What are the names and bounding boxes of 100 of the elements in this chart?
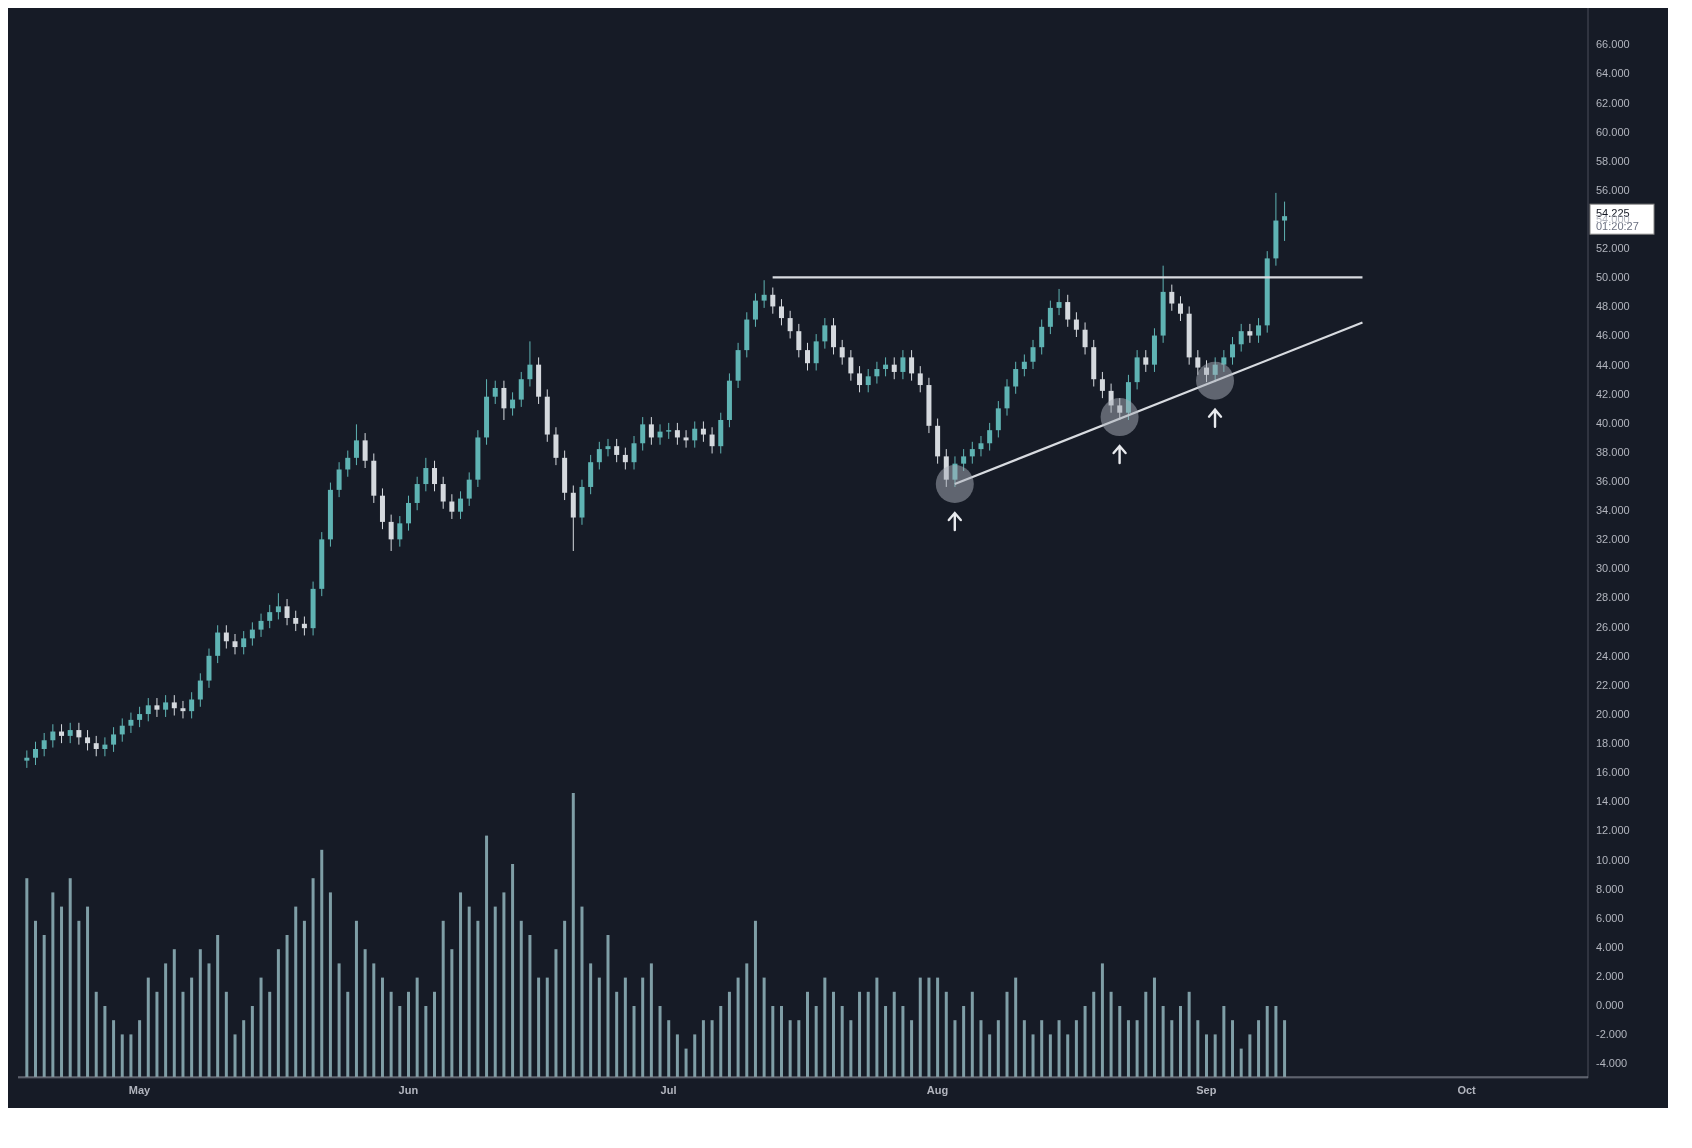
- bar: [779, 1006, 783, 1077]
- bar: [216, 935, 220, 1077]
- candlestick: [353, 423, 359, 466]
- bar: [927, 977, 931, 1077]
- bar: [433, 991, 437, 1077]
- candlestick: [874, 361, 880, 385]
- candlestick: [700, 420, 706, 443]
- candlestick: [85, 729, 91, 751]
- candlestick: [917, 365, 923, 393]
- candlestick: [440, 476, 446, 510]
- bar: [944, 991, 948, 1077]
- candlestick: [258, 613, 264, 638]
- y-tick-label: 2.000: [1596, 970, 1624, 982]
- bar: [164, 963, 168, 1077]
- y-tick-label: 60.000: [1596, 125, 1630, 138]
- bar: [875, 977, 879, 1077]
- candlestick: [553, 426, 559, 466]
- bar: [1031, 1034, 1035, 1077]
- candlestick: [909, 349, 915, 382]
- bar: [788, 1020, 792, 1077]
- bar: [762, 977, 766, 1077]
- bar: [1248, 1034, 1252, 1077]
- bar: [86, 906, 90, 1077]
- bar: [380, 977, 384, 1077]
- candlestick: [59, 723, 65, 744]
- candlestick: [50, 723, 56, 749]
- bar: [1092, 991, 1096, 1077]
- candlestick: [397, 515, 403, 548]
- bar: [1196, 1020, 1200, 1077]
- candlestick: [822, 317, 828, 350]
- candlestick: [857, 365, 863, 393]
- bar: [1040, 1020, 1044, 1077]
- bar: [1170, 1020, 1174, 1077]
- bar: [146, 977, 150, 1077]
- y-tick-label: 34.000: [1596, 504, 1630, 517]
- candlestick: [978, 435, 984, 457]
- bar: [519, 920, 523, 1077]
- bar: [94, 991, 98, 1077]
- point: [1196, 361, 1235, 400]
- candlestick: [293, 610, 299, 632]
- bar: [936, 977, 940, 1077]
- candlestick: [709, 426, 715, 454]
- bar: [858, 991, 862, 1077]
- bar: [233, 1034, 237, 1077]
- bar: [641, 977, 645, 1077]
- bar: [901, 1006, 905, 1077]
- bar: [120, 1034, 124, 1077]
- bar: [1118, 1006, 1122, 1077]
- candlestick: [848, 349, 854, 382]
- bar: [1066, 1034, 1070, 1077]
- bar: [294, 906, 298, 1077]
- bar: [1239, 1048, 1243, 1077]
- bar: [849, 1020, 853, 1077]
- candlestick: [362, 432, 368, 469]
- x-tick-label: Sep: [1196, 1083, 1217, 1096]
- bar: [459, 892, 463, 1077]
- bar: [1231, 1020, 1235, 1077]
- y-tick-label: 14.000: [1596, 795, 1630, 808]
- candlestick: [813, 333, 819, 371]
- bar: [450, 949, 454, 1077]
- bar: [1126, 1020, 1130, 1077]
- bar: [988, 1034, 992, 1077]
- bar: [979, 1020, 983, 1077]
- candlestick: [405, 495, 411, 532]
- bar: [832, 991, 836, 1077]
- candlestick: [796, 323, 802, 358]
- bar: [537, 977, 541, 1077]
- candlestick: [423, 457, 429, 492]
- candlestick: [102, 736, 108, 757]
- candlestick: [1013, 361, 1019, 395]
- bar: [1187, 991, 1191, 1077]
- candlestick: [510, 391, 516, 417]
- candlestick: [865, 368, 871, 393]
- bar: [224, 991, 228, 1077]
- bar: [667, 1020, 671, 1077]
- y-tick-label: 66.000: [1596, 38, 1630, 51]
- candlestick: [614, 438, 620, 463]
- candlestick: [145, 697, 151, 722]
- candlestick: [275, 592, 281, 620]
- bar: [693, 1034, 697, 1077]
- candlestick: [683, 429, 689, 449]
- candlestick: [761, 279, 767, 309]
- bar: [1283, 1020, 1287, 1077]
- y-tick-label: 4.000: [1596, 940, 1624, 953]
- y-tick-label: 40.000: [1596, 416, 1630, 429]
- bar: [250, 1006, 254, 1077]
- y-tick-label: 10.000: [1596, 853, 1630, 866]
- candlestick: [995, 400, 1001, 438]
- candlestick: [1212, 356, 1218, 383]
- candlestick: [900, 349, 906, 380]
- bar: [1048, 1034, 1052, 1077]
- bar: [727, 991, 731, 1077]
- y-tick-label: 20.000: [1596, 707, 1630, 720]
- bar: [441, 920, 445, 1077]
- bar: [1135, 1020, 1139, 1077]
- candlestick: [1221, 349, 1227, 373]
- candlestick: [943, 448, 949, 488]
- bar: [476, 920, 480, 1077]
- bar: [181, 991, 185, 1077]
- bar: [658, 1006, 662, 1077]
